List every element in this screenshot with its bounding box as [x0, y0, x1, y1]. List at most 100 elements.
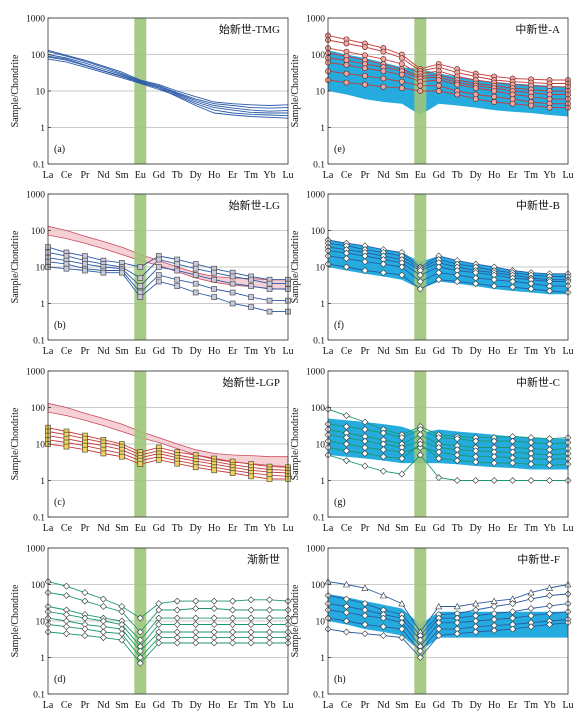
series-line: [327, 609, 569, 648]
data-point: [248, 276, 254, 283]
data-point: [398, 634, 406, 642]
y-tick-label: 1000: [306, 368, 325, 378]
series-line: [47, 431, 289, 471]
data-point: [398, 625, 406, 633]
x-tick-label: Yb: [543, 700, 555, 711]
data-point: [435, 77, 442, 83]
data-point: [361, 621, 369, 628]
y-tick-label: 1: [40, 124, 45, 134]
data-point: [81, 632, 89, 639]
data-point: [361, 584, 369, 591]
panel-letter: (b): [54, 320, 66, 331]
y-tick-label: 10: [36, 441, 46, 451]
data-point: [343, 423, 350, 431]
data-point: [343, 255, 350, 263]
series-line: [327, 79, 568, 109]
y-tick-label: 1000: [26, 368, 45, 378]
panel-letter: (a): [54, 144, 65, 155]
data-point: [118, 636, 126, 644]
data-point: [527, 595, 535, 603]
y-tick-label: 0.1: [313, 337, 325, 347]
y-tick-label: 1: [320, 300, 325, 310]
y-axis-label: Sample/Chondrite: [10, 54, 21, 127]
x-tick-label: Sm: [115, 346, 129, 357]
data-point: [63, 261, 70, 267]
x-tick-label: Gd: [153, 170, 165, 181]
series-line: [47, 257, 288, 290]
panel-letter: (h): [334, 674, 346, 685]
data-point: [435, 632, 443, 639]
data-point: [453, 477, 461, 484]
y-tick-label: 10: [36, 88, 46, 98]
x-tick-label: Ce: [341, 346, 353, 357]
data-point: [527, 460, 535, 468]
data-point: [192, 464, 199, 471]
data-point: [155, 639, 163, 647]
series-line: [47, 266, 288, 313]
data-point: [155, 606, 163, 614]
data-point: [416, 271, 424, 279]
panel-letter: (d): [54, 674, 66, 685]
y-tick-label: 10: [316, 88, 326, 98]
x-tick-label: Ho: [208, 170, 220, 181]
data-point: [435, 625, 443, 633]
x-tick-label: Lu: [282, 170, 293, 181]
data-point: [379, 269, 387, 277]
x-tick-label: Gd: [153, 523, 165, 534]
data-point: [266, 614, 273, 622]
x-tick-label: Tm: [524, 700, 538, 711]
data-point: [435, 619, 443, 627]
data-point: [343, 412, 350, 420]
x-tick-label: Ho: [208, 700, 220, 711]
data-point: [174, 256, 181, 263]
data-point: [527, 605, 535, 612]
x-tick-label: Er: [228, 700, 238, 711]
data-point: [100, 269, 107, 276]
data-point: [192, 289, 199, 296]
data-point: [361, 418, 369, 426]
data-point: [435, 448, 443, 456]
x-tick-label: Tm: [524, 170, 538, 181]
x-tick-label: Tb: [172, 700, 183, 711]
y-axis-label: Sample/Chondrite: [10, 407, 21, 480]
data-point: [416, 647, 424, 655]
data-point: [490, 627, 498, 634]
panel-b: 1000 100 10 1 0.1 Sample/Chondrite La Ce Pr Nd Sm E…: [10, 191, 294, 358]
x-tick-label: Gd: [433, 700, 445, 711]
data-point: [491, 93, 498, 100]
data-point: [509, 600, 517, 608]
x-tick-label: Ce: [341, 700, 353, 711]
x-tick-label: Ho: [488, 700, 500, 711]
data-point: [229, 621, 237, 628]
data-point: [173, 606, 181, 614]
x-tick-label: Lu: [562, 700, 573, 711]
x-tick-label: Sm: [115, 700, 129, 711]
data-point: [155, 256, 162, 263]
data-point: [490, 453, 498, 461]
data-point: [398, 619, 406, 627]
data-point: [155, 456, 162, 463]
y-tick-label: 10: [316, 618, 326, 628]
data-point: [491, 88, 498, 94]
data-point: [247, 606, 255, 614]
data-point: [119, 453, 125, 460]
x-tick-label: Dy: [190, 170, 202, 181]
y-tick-label: 1000: [26, 15, 45, 25]
x-tick-label: Er: [508, 523, 518, 534]
y-tick-label: 100: [31, 227, 46, 237]
series-line: [47, 51, 289, 109]
x-tick-label: Nd: [97, 700, 109, 711]
series-line: [47, 55, 289, 119]
data-point: [192, 272, 199, 278]
x-tick-label: La: [323, 170, 334, 181]
data-point: [490, 282, 498, 290]
data-point: [379, 591, 387, 599]
x-tick-label: Pr: [80, 346, 90, 357]
data-point: [379, 467, 387, 475]
x-tick-label: Eu: [415, 346, 426, 357]
series-line: [327, 47, 568, 88]
data-point: [379, 453, 387, 461]
data-point: [379, 632, 387, 639]
x-tick-label: Lu: [562, 523, 573, 534]
data-point: [192, 614, 200, 622]
